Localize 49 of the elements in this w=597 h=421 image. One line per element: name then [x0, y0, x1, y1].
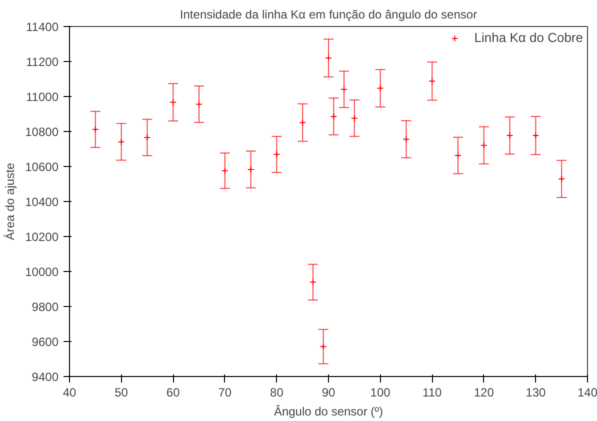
point	[340, 86, 348, 93]
x-tick-label: 140	[577, 386, 597, 400]
y-tick-label: 11000	[26, 90, 59, 104]
chart-title: Intensidade da linha Kα em função do ângulo do sensor	[180, 8, 478, 22]
x-tick-label: 70	[218, 386, 232, 400]
x-tick-label: 50	[114, 386, 128, 400]
x-tick-label: 90	[322, 386, 336, 400]
point	[350, 114, 358, 122]
y-tick-label: 10800	[25, 125, 59, 139]
y-tick-label: 11400	[26, 20, 59, 34]
point	[428, 78, 436, 85]
point	[480, 142, 488, 149]
x-tick-label: 130	[526, 386, 546, 400]
x-tick-label: 60	[166, 386, 180, 400]
point	[532, 132, 540, 140]
y-tick-label: 10000	[25, 265, 59, 279]
point	[299, 119, 306, 126]
x-tick-label: 40	[62, 386, 76, 400]
y-tick-label: 9400	[32, 370, 59, 384]
point	[92, 126, 99, 133]
point	[247, 166, 254, 173]
point	[376, 84, 384, 92]
y-axis-title: Área do ajuste	[3, 162, 18, 240]
point	[506, 132, 514, 140]
x-tick-label: 100	[370, 386, 391, 400]
point	[309, 278, 316, 286]
point	[221, 167, 228, 174]
y-tick-label: 10400	[25, 195, 59, 209]
x-tick-label: 80	[270, 386, 284, 400]
y-tick-label: 9800	[32, 300, 59, 314]
y-tick-label: 9600	[32, 335, 59, 349]
point	[558, 175, 566, 182]
point	[196, 100, 202, 108]
point	[144, 134, 151, 141]
x-axis-title: Ângulo do sensor (º)	[274, 404, 384, 418]
point	[325, 54, 332, 62]
legend-label: Linha Kα do Cobre	[474, 30, 583, 45]
point	[170, 98, 177, 106]
point	[330, 112, 338, 120]
point	[402, 136, 410, 143]
point	[454, 152, 462, 159]
y-tick-label: 11200	[26, 55, 59, 69]
y-tick-label: 10200	[25, 230, 59, 244]
x-tick-label: 110	[422, 386, 442, 400]
point	[118, 138, 125, 146]
point	[273, 150, 280, 158]
y-tick-label: 10600	[25, 160, 59, 174]
x-tick-label: 120	[474, 386, 494, 400]
point	[320, 343, 327, 350]
